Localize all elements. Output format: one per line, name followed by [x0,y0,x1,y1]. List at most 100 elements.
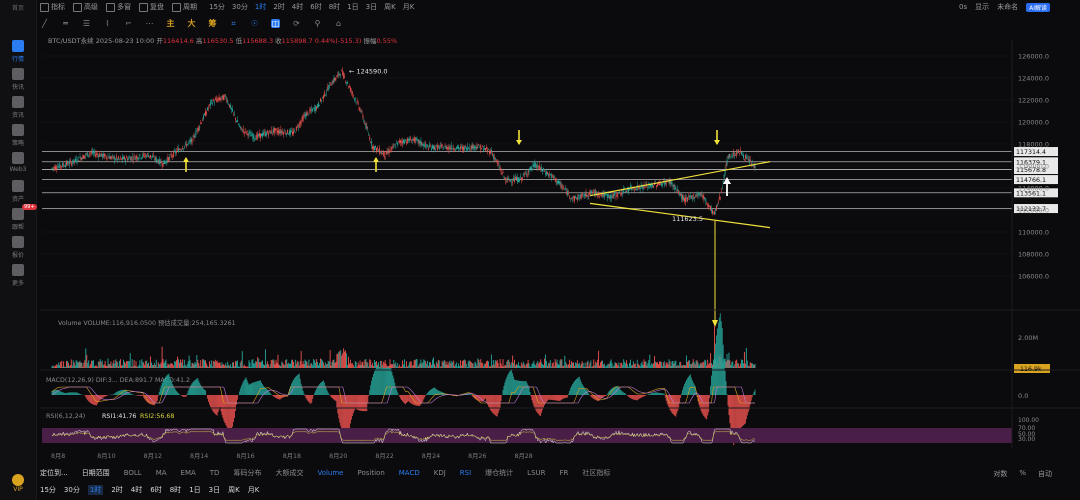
timeframe-1[interactable]: 30分 [231,3,248,11]
draw-tool-4[interactable]: ⌐ [125,18,132,28]
draw-tool-2[interactable]: ☰ [82,18,91,28]
vip-button[interactable]: VIP [9,474,27,493]
indicator-tab-10[interactable]: MACD [398,469,420,477]
bottom-timeframe-6[interactable]: 8时 [169,486,182,494]
draw-tool-3[interactable]: ⌇ [105,18,110,28]
toolbar-button-3[interactable]: 复盘 [139,2,164,12]
volume-bar [219,362,221,368]
macd-histogram-bar [435,389,437,395]
indicator-tab-12[interactable]: RSI [459,469,472,477]
indicator-tab-4[interactable]: EMA [180,469,196,477]
timeframe-4[interactable]: 4时 [291,3,304,11]
indicator-tab-13[interactable]: 爆仓统计 [485,469,514,477]
toolbar-button-2[interactable]: 多窗 [106,2,131,12]
ai-analysis-button[interactable]: AI解读 [1026,2,1050,12]
sidebar-item-6[interactable]: 跟帮 99+ [0,204,37,231]
timeframe-7[interactable]: 1日 [347,3,359,11]
candle-body [754,165,756,169]
candle-body [122,156,123,160]
macd-histogram-bar [631,395,633,400]
bottom-timeframe-8[interactable]: 3日 [208,486,221,494]
sidebar-item-4[interactable]: Web3 [0,152,36,173]
sidebar-item-2[interactable]: 资讯 [0,96,36,119]
timeframe-3[interactable]: 2时 [273,3,285,11]
candle-body [547,173,549,176]
draw-tool-8[interactable]: 筹 [208,18,217,28]
indicator-tab-2[interactable]: BOLL [123,469,142,477]
timeframe-8[interactable]: 3日 [365,3,378,11]
home-link[interactable]: 首页 [11,5,24,12]
draw-tool-14[interactable]: ⌂ [335,18,342,28]
indicator-tab-3[interactable]: MA [155,469,167,477]
indicator-tab-14[interactable]: LSUR [527,469,546,477]
candle-body [551,174,553,176]
candle-body [523,174,525,175]
toolbar-button-1[interactable]: 高级 [73,2,98,12]
bottom-timeframe-7[interactable]: 1日 [189,486,201,494]
indicator-tab-5[interactable]: TD [209,469,220,477]
bottom-timeframe-9[interactable]: 周K [228,486,240,494]
bottom-timeframe-5[interactable]: 6时 [150,486,162,494]
candle-body [479,146,481,148]
macd-histogram-bar [424,395,426,398]
sidebar-item-0[interactable]: 行情 [0,40,36,63]
bottom-timeframe-1[interactable]: 30分 [63,486,80,494]
candle-body [364,122,366,125]
indicator-tab-15[interactable]: FR [559,469,569,477]
bottom-timeframe-4[interactable]: 4时 [130,486,143,494]
sidebar-item-3[interactable]: 策略 [0,124,36,147]
layout-name[interactable]: 未命名 [997,3,1019,11]
timeframe-10[interactable]: 月K [402,3,415,11]
timeframe-9[interactable]: 周K [384,3,396,11]
indicator-tab-9[interactable]: Position [357,469,385,477]
percent-scale-toggle[interactable]: % [1019,469,1026,477]
volume-bar [430,362,432,368]
indicator-tab-8[interactable]: Volume [317,469,344,477]
timeframe-2[interactable]: 1时 [254,3,267,11]
candle-body [115,159,117,160]
toolbar-button-0[interactable]: 指标 [40,2,65,12]
indicator-tab-0[interactable]: 定位到... [40,469,68,477]
draw-tool-13[interactable]: ⚲ [314,18,321,28]
bottom-timeframe-2[interactable]: 1时 [87,485,104,495]
draw-tool-10[interactable]: ☉ [250,18,259,28]
indicator-tab-16[interactable]: 社区指标 [582,469,611,477]
draw-tool-5[interactable]: ⋯ [145,18,154,28]
volume-bar [302,361,304,368]
draw-tool-0[interactable]: ╱ [42,18,47,28]
draw-tool-9[interactable]: ⌗ [231,18,236,28]
bottom-timeframe-10[interactable]: 月K [247,486,260,494]
draw-tool-1[interactable]: ═ [63,18,68,28]
draw-tool-11[interactable]: ◫ [271,18,280,28]
sidebar-item-8[interactable]: 更多 [0,264,36,287]
log-scale-toggle[interactable]: 对数 [993,470,1008,478]
volume-bar [251,359,253,368]
sidebar-item-5[interactable]: 资产 [0,180,36,203]
display-button[interactable]: 显示 [975,3,990,11]
candle-body [102,153,104,157]
macd-histogram-bar [409,395,411,403]
auto-scale-toggle[interactable]: 自动 [1038,470,1052,478]
indicator-tab-6[interactable]: 筹码分布 [233,469,262,477]
timeframe-5[interactable]: 6时 [310,3,322,11]
candle-body [290,130,291,135]
indicator-tab-7[interactable]: 大额成交 [275,469,304,477]
candle-body [618,191,620,194]
candle-body [406,138,408,144]
indicator-tab-1[interactable]: 日期范围 [81,469,110,477]
candle-body [282,131,284,134]
draw-tool-12[interactable]: ⟳ [293,18,300,28]
draw-tool-7[interactable]: 大 [187,18,196,28]
timeframe-0[interactable]: 15分 [209,3,225,11]
timeframe-6[interactable]: 8时 [328,3,341,11]
candle-body [442,148,444,150]
bottom-timeframe-3[interactable]: 2时 [111,486,123,494]
indicator-tab-11[interactable]: KDJ [433,469,446,477]
bottom-timeframe-0[interactable]: 15分 [40,486,56,494]
macd-histogram-bar [420,395,422,405]
toolbar-button-4[interactable]: 周期 [172,2,197,12]
sidebar-item-7[interactable]: 报价 [0,236,36,259]
draw-tool-6[interactable]: 主 [166,18,175,28]
sidebar-item-1[interactable]: 快讯 [0,68,36,91]
price-chart[interactable]: 117314.4116379.1115678.8114766.1113561.1… [40,40,1080,464]
